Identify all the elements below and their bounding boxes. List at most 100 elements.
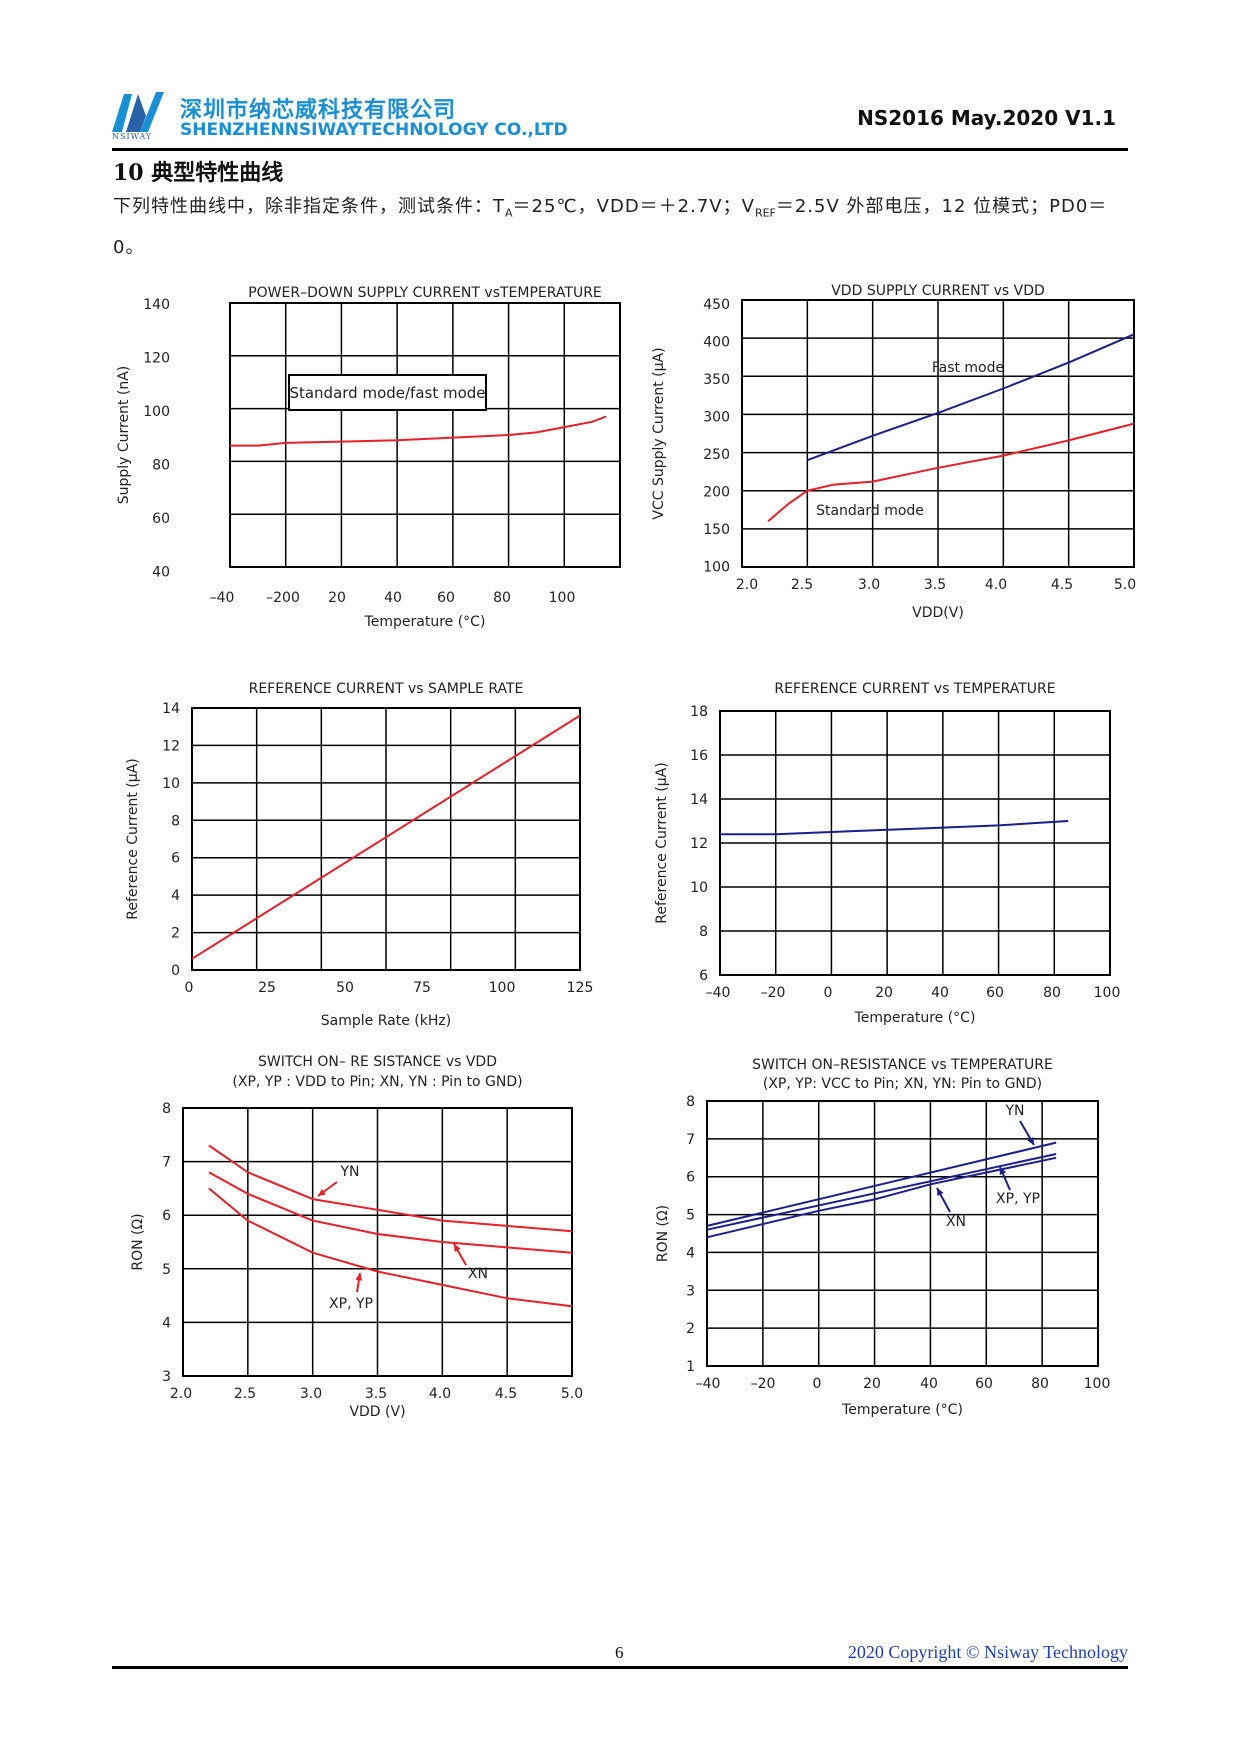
series-line: [806, 333, 1135, 462]
y-tick-label: 14: [162, 701, 180, 717]
series-label: XN: [468, 1266, 488, 1282]
y-tick-label: 450: [703, 297, 730, 313]
plot-frame: [229, 302, 621, 568]
y-tick-label: 200: [703, 485, 730, 501]
x-tick-label: –200: [266, 590, 300, 606]
x-tick-label: 80: [1031, 1376, 1049, 1392]
y-tick-label: 150: [703, 522, 730, 538]
y-tick-label: 4: [171, 888, 180, 904]
series-label: XP, YP: [329, 1296, 373, 1312]
y-tick-label: 6: [686, 1170, 695, 1186]
y-tick-label: 7: [162, 1155, 171, 1171]
series-line: [767, 422, 1135, 522]
series-label: YN: [339, 1164, 359, 1180]
y-tick-label: 8: [686, 1094, 695, 1110]
arrowhead: [355, 1273, 363, 1281]
chart-5: SWITCH ON– RE SISTANCE vs VDD (XP, YP : V…: [130, 1054, 583, 1420]
series-label: Standard mode: [816, 503, 924, 519]
y-axis-label: VCC Supply Current (µA): [651, 347, 667, 519]
y-axis-label: Reference Current (µA): [654, 762, 670, 923]
y-tick-label: 140: [143, 297, 170, 313]
y-axis-label: Supply Current (nA): [116, 366, 132, 505]
x-tick-label: 50: [336, 980, 354, 996]
chart-title: SWITCH ON–RESISTANCE vs TEMPERATURE: [752, 1057, 1053, 1073]
x-tick-label: 2.5: [234, 1386, 256, 1402]
y-tick-label: 2: [686, 1321, 695, 1337]
series-line: [191, 714, 581, 960]
document-id: NS2016 May.2020 V1.1: [857, 106, 1116, 130]
x-tick-label: 3.0: [858, 577, 880, 593]
desc-sub-a: A: [505, 206, 513, 220]
y-tick-label: 40: [152, 565, 170, 581]
x-tick-label: 40: [384, 590, 402, 606]
x-tick-label: 2.5: [791, 577, 813, 593]
y-axis-label: RON (Ω): [655, 1205, 671, 1262]
x-axis-label: Sample Rate (kHz): [321, 1013, 451, 1029]
x-tick-label: 0: [813, 1376, 822, 1392]
x-tick-label: 100: [489, 980, 516, 996]
page-number: 6: [615, 1643, 624, 1662]
series-line: [230, 415, 607, 447]
desc-sub-ref: REF: [754, 206, 776, 220]
chart-title: SWITCH ON– RE SISTANCE vs VDD: [258, 1054, 497, 1070]
x-tick-label: 4.0: [429, 1386, 451, 1402]
y-tick-label: 0: [171, 963, 180, 979]
x-tick-label: 125: [567, 980, 594, 996]
y-tick-label: 10: [162, 776, 180, 792]
y-tick-label: 60: [152, 511, 170, 527]
x-tick-label: 5.0: [561, 1386, 583, 1402]
chart-title: VDD SUPPLY CURRENT vs VDD: [831, 283, 1045, 299]
annotation-box: [288, 374, 487, 411]
y-tick-label: 12: [690, 836, 708, 852]
y-tick-label: 2: [171, 926, 180, 942]
section-title: 10 典型特性曲线: [113, 160, 284, 186]
x-tick-label: 3.5: [365, 1386, 387, 1402]
company-name-cn: 深圳市纳芯威科技有限公司: [180, 98, 457, 123]
x-tick-label: 4.5: [495, 1386, 517, 1402]
y-tick-label: 8: [699, 924, 708, 940]
x-tick-label: –20: [761, 985, 786, 1001]
x-tick-label: 4.0: [985, 577, 1007, 593]
chart-title: POWER–DOWN SUPPLY CURRENT vsTEMPERATURE: [248, 285, 602, 301]
x-tick-label: 3.0: [300, 1386, 322, 1402]
x-tick-label: 0: [824, 985, 833, 1001]
chart-4: REFERENCE CURRENT vs TEMPERATURE –40 –20 0 2…: [654, 681, 1120, 1026]
logo-text: NSIWAY: [112, 132, 153, 141]
x-tick-label: 20: [863, 1376, 881, 1392]
x-tick-label: 100: [549, 590, 576, 606]
y-tick-label: 6: [171, 851, 180, 867]
y-tick-label: 5: [686, 1208, 695, 1224]
y-tick-label: 3: [162, 1369, 171, 1385]
series-line: [208, 1171, 573, 1254]
y-tick-label: 1: [686, 1359, 695, 1375]
series-line: [706, 1156, 1057, 1239]
chart-subtitle: (XP, YP: VCC to Pin; XN, YN: Pin to GND): [763, 1076, 1042, 1092]
chart-title: REFERENCE CURRENT vs SAMPLE RATE: [249, 681, 524, 697]
arrowhead: [318, 1188, 326, 1196]
series-line: [706, 1153, 1057, 1231]
x-tick-label: –40: [210, 590, 235, 606]
x-tick-label: 0: [185, 980, 194, 996]
annotation-text: Standard mode/fast mode: [289, 384, 485, 402]
footer-rule: [112, 1666, 1128, 1669]
desc-mid: ＝25℃，VDD＝＋2.7V；V: [512, 196, 755, 217]
chart-1: POWER–DOWN SUPPLY CURRENT vsTEMPERATURE –…: [116, 285, 621, 630]
y-tick-label: 10: [690, 880, 708, 896]
y-tick-label: 8: [171, 813, 180, 829]
series-line: [208, 1187, 573, 1308]
y-tick-label: 400: [703, 335, 730, 351]
copyright: 2020 Copyright © Nsiway Technology: [847, 1642, 1128, 1662]
series-line: [720, 820, 1069, 836]
x-tick-label: 40: [920, 1376, 938, 1392]
x-tick-label: 40: [931, 985, 949, 1001]
x-tick-label: 80: [1043, 985, 1061, 1001]
x-axis-label: Temperature (°C): [841, 1402, 963, 1418]
x-tick-label: 60: [437, 590, 455, 606]
y-tick-label: 250: [703, 447, 730, 463]
x-tick-label: 100: [1084, 1376, 1111, 1392]
x-tick-label: 4.5: [1051, 577, 1073, 593]
y-tick-label: 120: [143, 351, 170, 367]
y-tick-label: 300: [703, 410, 730, 426]
series-label: XN: [946, 1214, 966, 1230]
